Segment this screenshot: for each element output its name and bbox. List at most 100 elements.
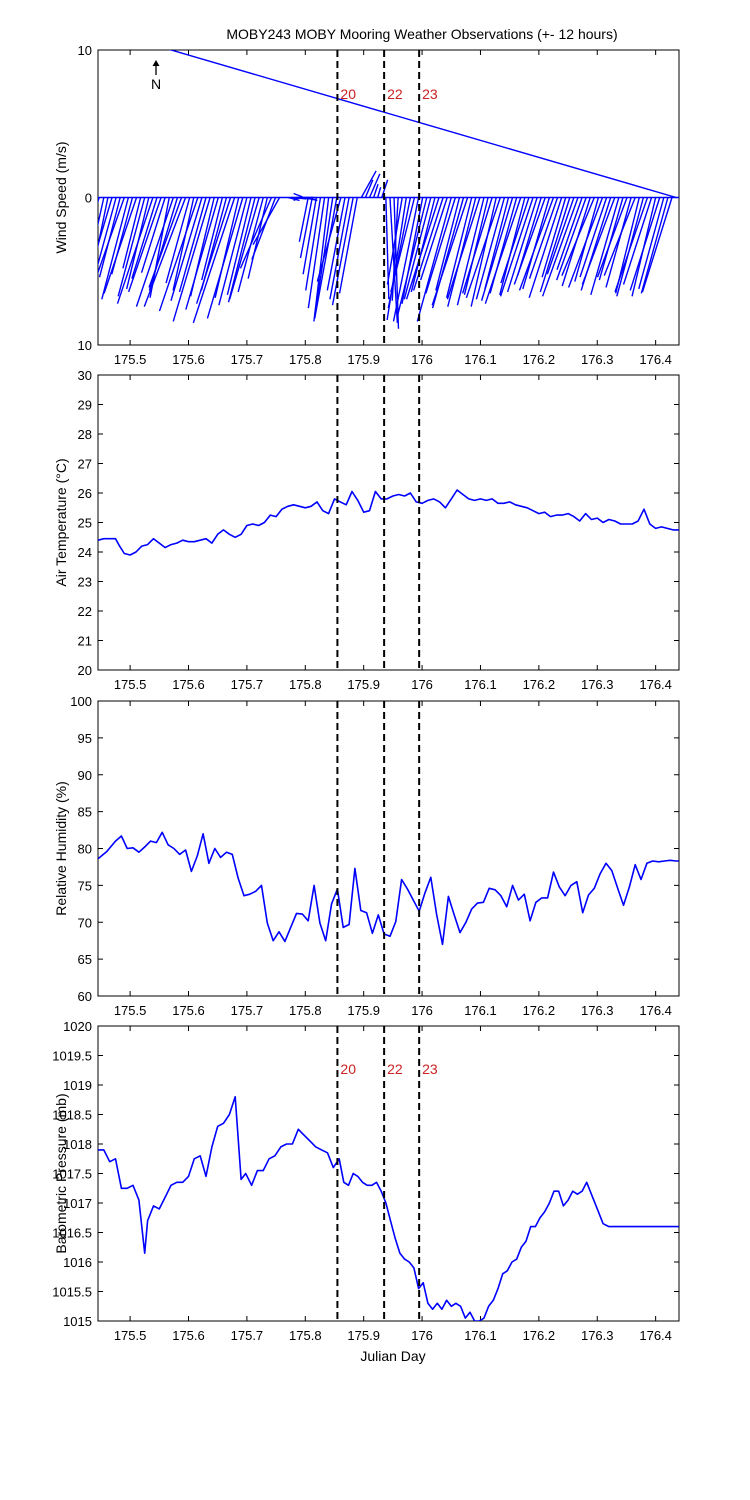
- airtemp-ytick-label: 29: [78, 398, 92, 413]
- humidity-xtick-label: 175.9: [347, 1003, 380, 1018]
- airtemp-ytick-label: 24: [78, 545, 92, 560]
- airtemp-ytick-label: 20: [78, 663, 92, 678]
- wind-vector: [555, 197, 587, 281]
- wind-xtick-label: 176: [411, 352, 433, 367]
- wind-ytick-label: 10: [78, 43, 92, 58]
- humidity-ytick-label: 90: [78, 768, 92, 783]
- pressure-xtick-label: 175.9: [347, 1328, 380, 1343]
- wind-vector: [251, 197, 277, 260]
- wind-ytick-label: 10: [78, 338, 92, 353]
- wind-vector: [148, 197, 183, 288]
- wind-vector: [239, 197, 273, 269]
- wind-vector: [605, 197, 632, 288]
- wind-vector: [622, 197, 653, 285]
- airtemp-axes-frame: [97, 374, 680, 671]
- airtemp-ytick-label: 26: [78, 486, 92, 501]
- x-axis-label: Julian Day: [360, 1348, 425, 1364]
- wind-event-label: 23: [422, 86, 438, 102]
- wind-xtick-label: 175.8: [289, 352, 322, 367]
- wind-vector: [403, 197, 432, 300]
- humidity-xtick-label: 176.4: [639, 1003, 672, 1018]
- pressure-series-line: [98, 1096, 679, 1321]
- wind-vector: [185, 197, 219, 310]
- wind-vector: [480, 197, 514, 301]
- wind-event-label: 22: [387, 86, 403, 102]
- wind-vector: [299, 197, 313, 259]
- pressure-ytick-label: 1018: [63, 1137, 92, 1152]
- humidity-ytick-label: 60: [78, 989, 92, 1004]
- wind-vector: [127, 197, 162, 293]
- wind-vector: [484, 197, 510, 290]
- airtemp-xtick-label: 176.4: [639, 677, 672, 692]
- wind-xtick-label: 176.3: [581, 352, 614, 367]
- wind-vector: [425, 197, 457, 294]
- airtemp-xtick-label: 176.3: [581, 677, 614, 692]
- wind-vector: [131, 197, 158, 279]
- wind-vector: [518, 197, 555, 291]
- wind-vector: [103, 197, 138, 294]
- pressure-xtick-label: 176.4: [639, 1328, 672, 1343]
- wind-vector: [465, 197, 501, 299]
- wind-vector: [629, 197, 661, 291]
- wind-vector: [326, 197, 346, 291]
- wind-vector: [541, 197, 567, 278]
- pressure-xtick-label: 176.1: [464, 1328, 497, 1343]
- wind-vector: [247, 197, 269, 279]
- pressure-ytick-label: 1015.5: [52, 1285, 92, 1300]
- north-indicator: N: [151, 60, 161, 92]
- airtemp-xtick-label: 175.6: [172, 677, 205, 692]
- wind-vector: [117, 197, 146, 297]
- airtemp-xtick-label: 175.8: [289, 677, 322, 692]
- wind-vector: [641, 197, 673, 293]
- wind-vector: [410, 197, 436, 293]
- wind-vector: [461, 197, 493, 294]
- wind-vector: [98, 197, 117, 267]
- humidity-y-axis-label: Relative Humidity (%): [53, 781, 69, 916]
- wind-vector: [561, 197, 595, 276]
- wind-vector: [581, 197, 616, 285]
- wind-vector: [218, 197, 248, 306]
- humidity-xtick-label: 176: [411, 1003, 433, 1018]
- wind-event-label: 20: [340, 86, 356, 102]
- wind-vector: [386, 197, 403, 285]
- wind-vector: [135, 197, 174, 307]
- airtemp-panel: 175.5 175.6 175.7 175.8 175.9 176 176.1 176.2 17…: [53, 368, 680, 692]
- humidity-ytick-label: 85: [78, 805, 92, 820]
- wind-vector: [372, 184, 379, 198]
- wind-vector: [567, 197, 604, 288]
- airtemp-y-axis-label: Air Temperature (°C): [53, 458, 69, 586]
- airtemp-xtick-label: 176.2: [523, 677, 556, 692]
- pressure-event-label: 20: [340, 1061, 356, 1077]
- wind-vector: [122, 197, 142, 269]
- wind-vector: [528, 197, 563, 299]
- wind-vector: [314, 197, 338, 319]
- pressure-ytick-label: 1017.5: [52, 1167, 92, 1182]
- pressure-xtick-label: 175.8: [289, 1328, 322, 1343]
- wind-vector: [195, 197, 232, 304]
- airtemp-xtick-label: 176.1: [464, 677, 497, 692]
- wind-vector: [445, 197, 473, 298]
- pressure-xtick-label: 175.6: [172, 1328, 205, 1343]
- wind-vector: [98, 197, 100, 204]
- wind-vector: [192, 197, 236, 324]
- wind-vector: [506, 197, 538, 293]
- pressure-ytick-label: 1019.5: [52, 1049, 92, 1064]
- wind-vector: [446, 197, 481, 300]
- wind-vector: [172, 197, 195, 291]
- pressure-xtick-label: 176.2: [523, 1328, 556, 1343]
- wind-vector: [614, 197, 649, 293]
- wind-vector: [360, 170, 377, 198]
- wind-arrowhead-icon: [293, 192, 304, 202]
- humidity-ytick-label: 95: [78, 731, 92, 746]
- airtemp-xtick-label: 176: [411, 677, 433, 692]
- humidity-series-line: [98, 831, 679, 946]
- pressure-xtick-label: 175.7: [231, 1328, 264, 1343]
- wind-vector: [556, 197, 583, 271]
- humidity-xtick-label: 175.8: [289, 1003, 322, 1018]
- humidity-panel: 175.5 175.6 175.7 175.8 175.9 176 176.1 176.2 17…: [53, 694, 680, 1018]
- wind-vector: [416, 197, 452, 322]
- wind-vector: [316, 197, 342, 282]
- airtemp-ytick-label: 25: [78, 516, 92, 531]
- wind-vector: [252, 197, 281, 246]
